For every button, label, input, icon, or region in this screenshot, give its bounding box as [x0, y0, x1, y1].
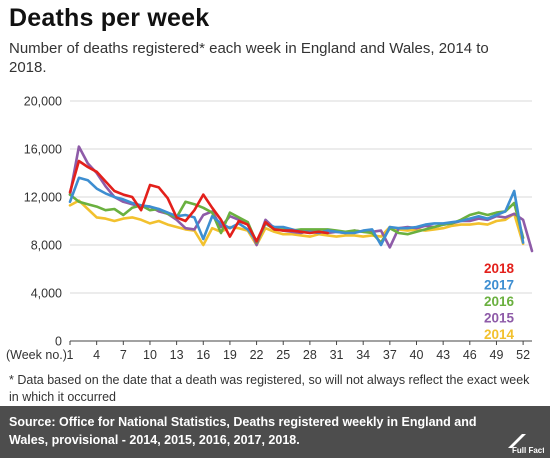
x-tick-label: 16	[196, 348, 210, 362]
x-tick-label: 4	[93, 348, 100, 362]
y-tick-label: 12,000	[24, 191, 62, 205]
x-tick-label: 49	[490, 348, 504, 362]
series-line-2014	[68, 199, 525, 247]
x-tick-label: 25	[276, 348, 290, 362]
series-line-2018	[68, 159, 330, 243]
source-body: Office for National Statistics, Deaths r…	[9, 415, 477, 447]
x-tick-label: 37	[383, 348, 397, 362]
full-fact-logo-icon: Full Fact	[508, 434, 544, 454]
x-tick-label: 19	[223, 348, 237, 362]
x-tick-label: 28	[303, 348, 317, 362]
legend-item-2017: 2017	[484, 278, 514, 293]
x-tick-label: 40	[410, 348, 424, 362]
legend-item-2016: 2016	[484, 294, 515, 309]
footnote: * Data based on the date that a death wa…	[9, 373, 530, 404]
source-text: Source: Office for National Statistics, …	[9, 413, 479, 449]
chart-title: Deaths per week	[9, 4, 210, 32]
svg-text:Full Fact: Full Fact	[512, 446, 544, 454]
x-tick-label: 1	[67, 348, 74, 362]
y-tick-label: 0	[55, 335, 62, 349]
x-tick-label: 7	[120, 348, 127, 362]
x-tick-label: 52	[516, 348, 530, 362]
x-axis-label: (Week no.)	[6, 348, 67, 362]
y-tick-label: 8,000	[31, 239, 62, 253]
legend-item-2018: 2018	[484, 261, 515, 276]
source-label: Source:	[9, 415, 56, 429]
x-tick-label: 13	[170, 348, 184, 362]
gridlines	[70, 100, 532, 294]
x-tick-label: 43	[436, 348, 450, 362]
legend-item-2015: 2015	[484, 311, 515, 326]
x-tick-label: 10	[143, 348, 157, 362]
y-tick-label: 16,000	[24, 143, 62, 157]
y-tick-label: 20,000	[24, 95, 62, 109]
x-tick-label: 34	[356, 348, 370, 362]
x-tick-label: 22	[250, 348, 264, 362]
y-tick-label: 4,000	[31, 287, 62, 301]
series-lines	[68, 145, 534, 253]
legend-item-2014: 2014	[484, 327, 515, 342]
x-tick-label: 46	[463, 348, 477, 362]
chart-subtitle: Number of deaths registered* each week i…	[9, 40, 489, 76]
source-bar: Source: Office for National Statistics, …	[0, 406, 550, 458]
x-tick-label: 31	[330, 348, 344, 362]
